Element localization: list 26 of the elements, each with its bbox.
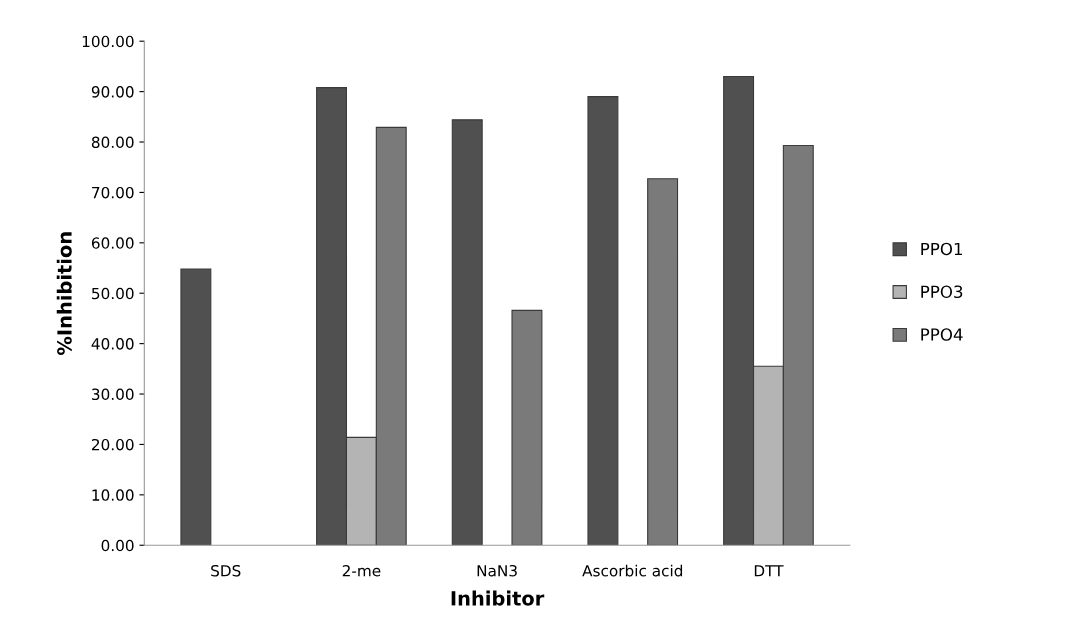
legend-label: PPO4 [921, 328, 963, 341]
bar [180, 268, 212, 546]
y-tick-label: 20.00 [91, 438, 134, 451]
y-tick-label: 30.00 [92, 388, 134, 401]
y-tick-label: 0.00 [101, 539, 134, 552]
y-tick-label: 40.00 [91, 338, 134, 350]
y-tick-label: 90.00 [91, 86, 134, 98]
bar [511, 309, 543, 546]
x-tick-label: DTT [754, 565, 784, 577]
x-tick-label: 2-me [342, 564, 381, 577]
y-tick-label: 70.00 [92, 186, 134, 199]
x-axis-title: Inhibitor [451, 590, 545, 606]
bar [647, 178, 679, 546]
x-tick-label: SDS [211, 564, 241, 577]
bar [451, 119, 483, 546]
x-tick-label: Ascorbic acid [582, 564, 683, 577]
bar [587, 96, 619, 546]
y-tick-label: 80.00 [91, 136, 134, 149]
y-tick-label: 100.00 [82, 35, 134, 48]
legend-label: PPO1 [921, 242, 963, 256]
legend-label: PPO3 [921, 285, 963, 299]
y-axis-title: %Inhibition [56, 232, 72, 356]
x-tick-label: NaN3 [477, 564, 517, 577]
y-tick-label: 50.00 [92, 287, 134, 300]
y-tick-label: 10.00 [92, 489, 134, 501]
y-tick-label: 60.00 [91, 237, 134, 249]
